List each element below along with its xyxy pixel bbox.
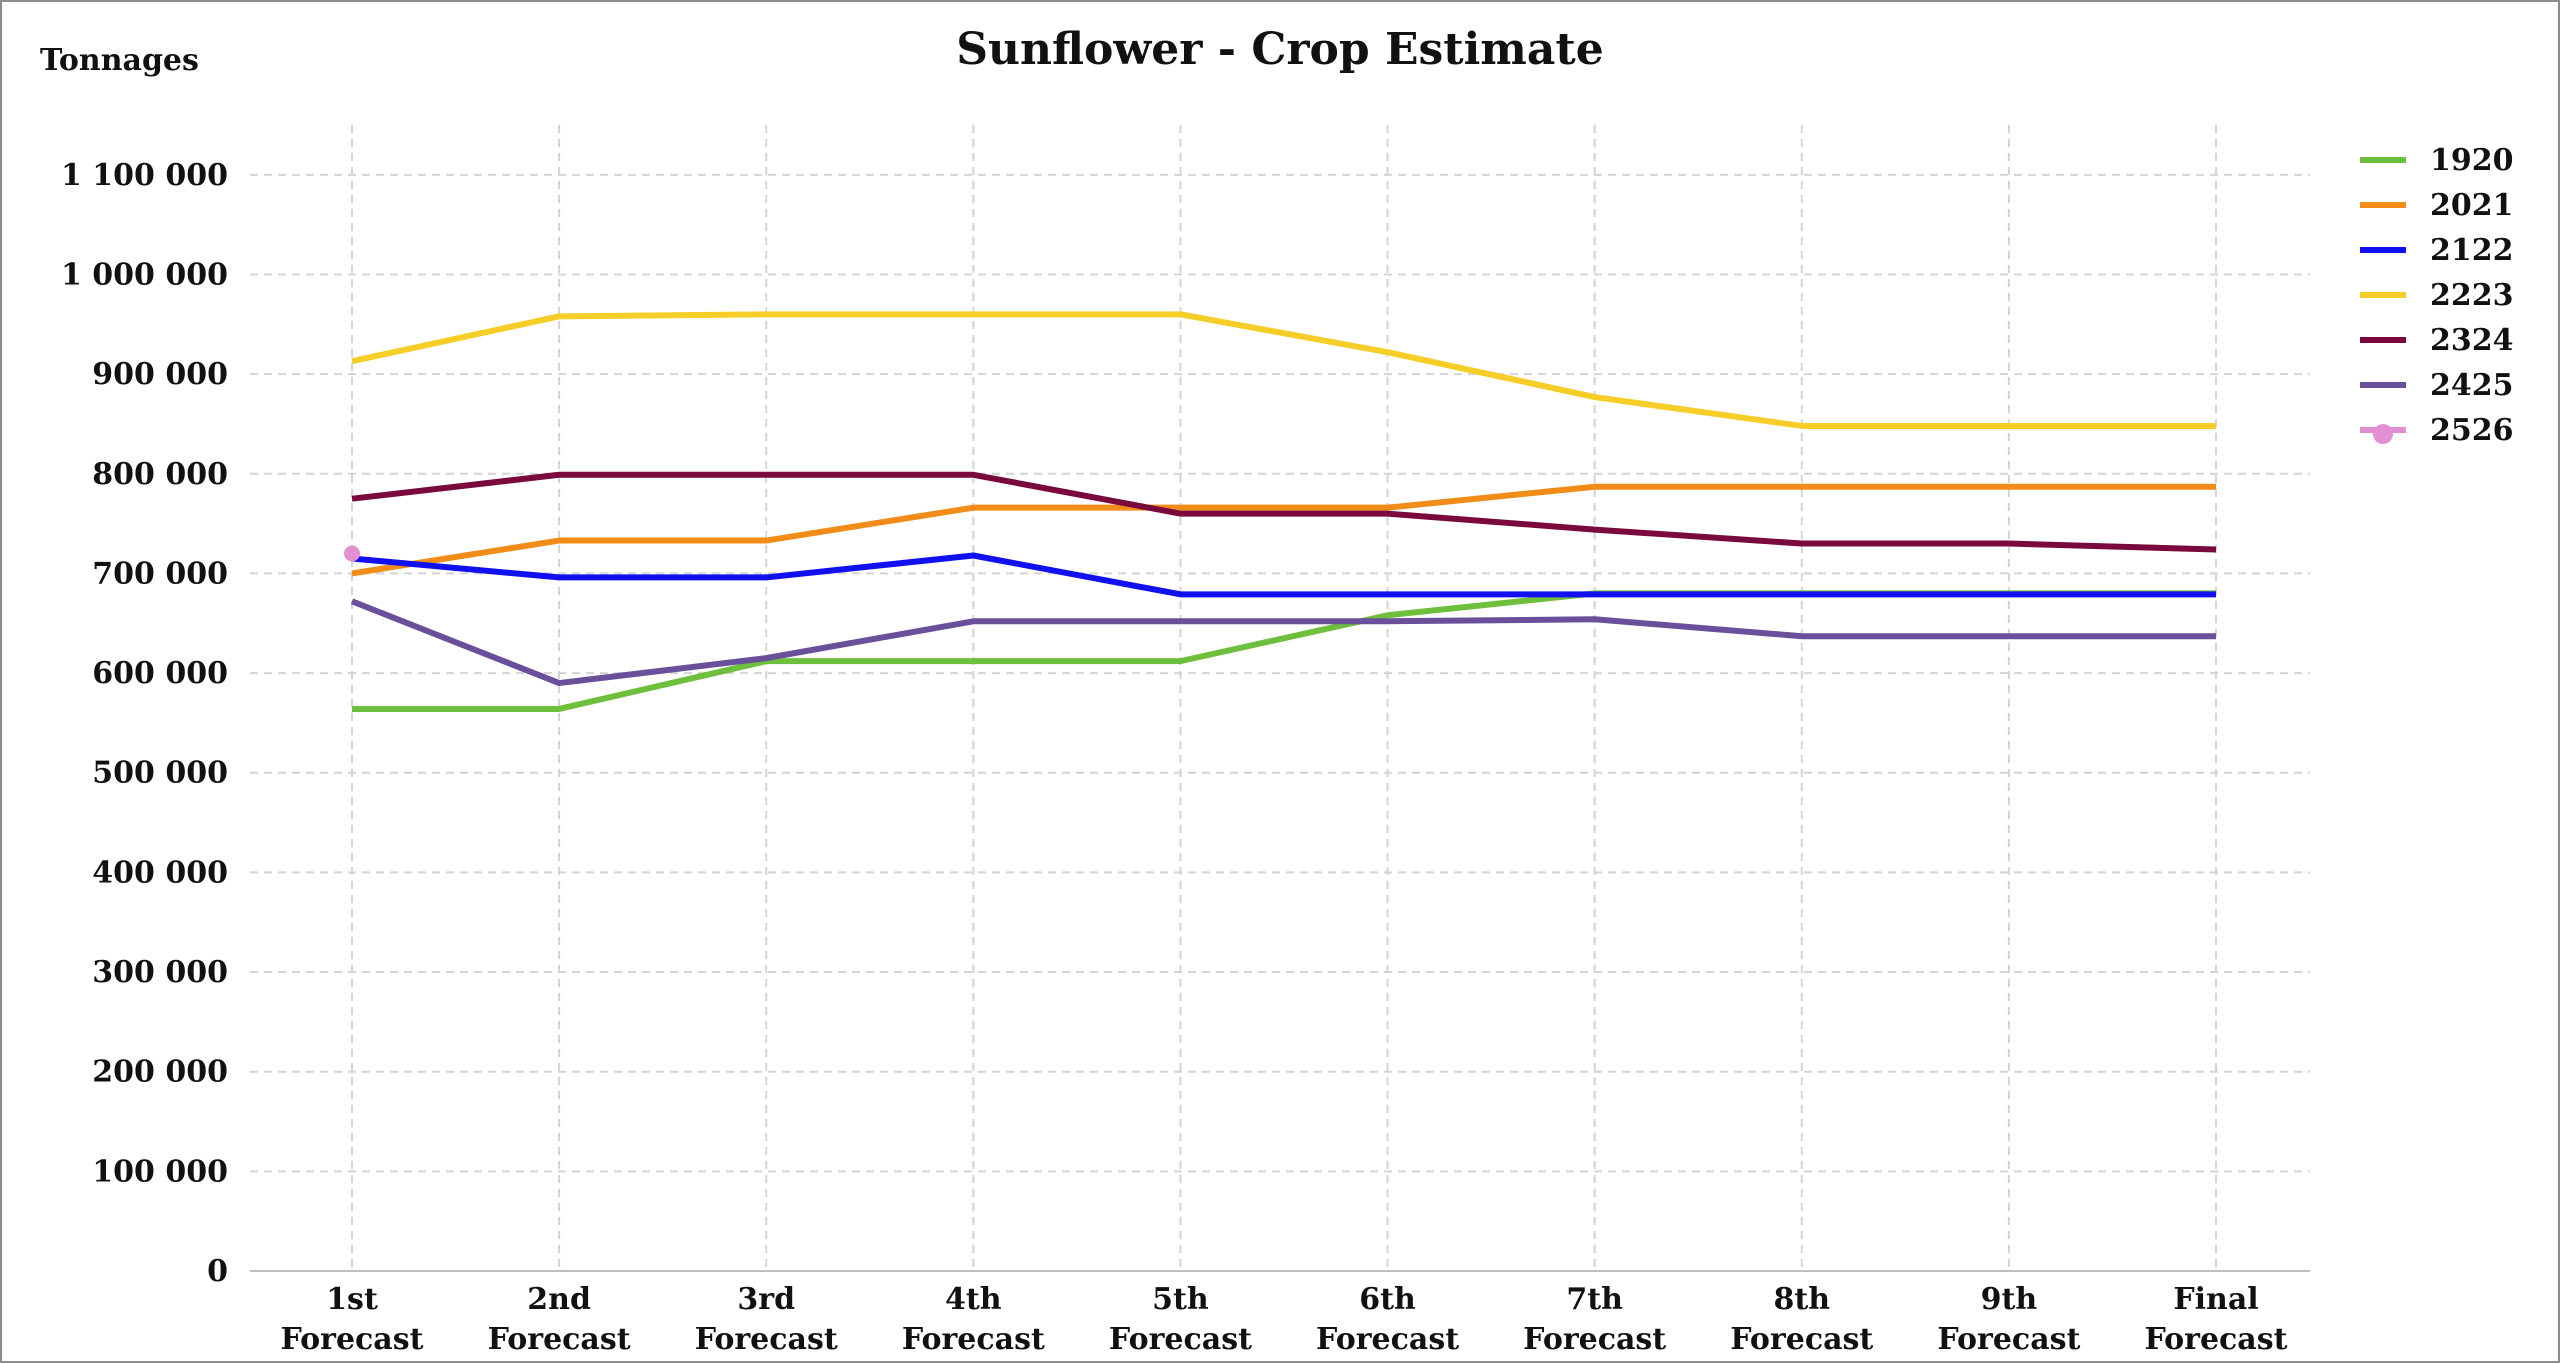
- y-tick-label: 400 000: [92, 855, 228, 890]
- series-layer: [344, 311, 2217, 712]
- legend-label-2122: 2122: [2430, 233, 2514, 268]
- x-tick-label: 4th Forecast: [902, 1282, 1045, 1357]
- legend-label-1920: 1920: [2430, 143, 2514, 178]
- legend-label-2425: 2425: [2430, 368, 2514, 403]
- legend: 1920 2021 2122 2223 2324 2425 2526: [2360, 143, 2514, 448]
- x-tick-label: 1st Forecast: [280, 1282, 423, 1357]
- series-line-2021: [351, 483, 2216, 577]
- x-tick-label: 2nd Forecast: [488, 1282, 631, 1357]
- y-tick-label: 500 000: [92, 756, 228, 791]
- x-tick-label: 7th Forecast: [1523, 1282, 1666, 1357]
- y-tick-label: 0: [207, 1254, 228, 1289]
- y-tick-label: 300 000: [92, 955, 228, 990]
- y-tick-label: 800 000: [92, 457, 228, 492]
- y-tick-label: 1 000 000: [61, 257, 228, 292]
- y-tick-labels: 0 100 000 200 000 300 000 400 000 500 000 600 …: [61, 158, 228, 1289]
- x-tick-label: 8th Forecast: [1730, 1282, 1873, 1357]
- x-tick-label: 5th Forecast: [1109, 1282, 1252, 1357]
- legend-label-2324: 2324: [2430, 323, 2514, 358]
- y-tick-label: 900 000: [92, 357, 228, 392]
- legend-label-2223: 2223: [2430, 278, 2514, 313]
- chart-title: Sunflower - Crop Estimate: [956, 24, 1603, 75]
- legend-label-2526: 2526: [2430, 413, 2514, 448]
- y-tick-label: 1 100 000: [61, 158, 228, 193]
- y-tick-label: 200 000: [92, 1055, 228, 1090]
- series-line-2223: [351, 311, 2216, 429]
- series-line-2122: [351, 552, 2216, 598]
- x-tick-labels: 1st Forecast 2nd Forecast 3rd Forecast 4th Fore…: [280, 1282, 2287, 1357]
- y-tick-label: 600 000: [92, 656, 228, 691]
- x-tick-label: 9th Forecast: [1937, 1282, 2080, 1357]
- series-point-2526: [344, 545, 360, 562]
- y-axis-label: Tonnages: [40, 43, 199, 78]
- series-line-2324: [351, 471, 2217, 553]
- x-tick-label: Final Forecast: [2144, 1282, 2287, 1357]
- grid-layer: [250, 125, 2310, 1272]
- series-line-2425: [350, 598, 2216, 687]
- y-tick-label: 700 000: [92, 556, 228, 591]
- y-tick-label: 100 000: [92, 1154, 228, 1189]
- series-line-1920: [352, 590, 2216, 712]
- x-tick-label: 3rd Forecast: [695, 1282, 838, 1357]
- legend-marker-2526: [2373, 424, 2393, 444]
- x-tick-label: 6th Forecast: [1316, 1282, 1459, 1357]
- legend-label-2021: 2021: [2430, 188, 2514, 223]
